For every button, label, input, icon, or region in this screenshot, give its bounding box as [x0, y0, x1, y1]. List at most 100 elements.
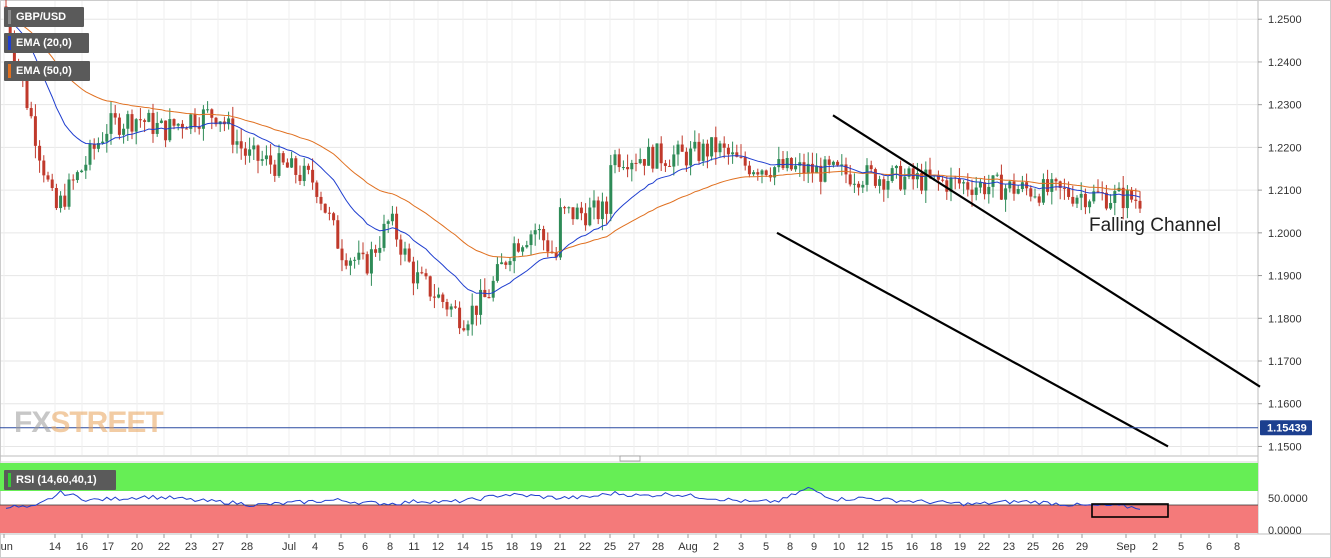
rsi-tag[interactable]: RSI (14,60,40,1): [4, 470, 116, 490]
candle-body: [924, 169, 928, 191]
candle-body: [1029, 188, 1033, 197]
candle-body: [987, 186, 991, 195]
ema-50-line: [5, 18, 1141, 259]
rsi-tick-label: 50.0000: [1268, 493, 1308, 505]
candle-body: [151, 112, 155, 134]
candle-body: [441, 294, 445, 302]
price-tick-label: 1.1500: [1268, 441, 1302, 453]
candle-body: [33, 116, 37, 146]
candle-body: [138, 119, 142, 121]
candle-body: [117, 117, 121, 135]
time-tick-label: 22: [158, 541, 170, 553]
symbol-tag[interactable]: GBP/USD: [4, 7, 84, 27]
candle-body: [340, 248, 344, 261]
rsi-label: RSI (14,60,40,1): [16, 474, 97, 486]
rsi-highlight-box: [1091, 503, 1169, 518]
candle-body: [907, 168, 911, 177]
candle-body: [311, 169, 315, 183]
time-tick-label: 25: [1027, 541, 1039, 553]
candle-body: [403, 248, 407, 255]
time-tick-label: 15: [881, 541, 893, 553]
candle-body: [525, 245, 529, 248]
candle-body: [584, 213, 588, 226]
candle-body: [945, 180, 949, 192]
candle-body: [185, 128, 189, 130]
price-tick-label: 1.1900: [1268, 271, 1302, 283]
candle-body: [756, 172, 760, 175]
time-tick-label: 2: [1152, 541, 1158, 553]
time-tick-label: 5: [1178, 541, 1184, 553]
ema20-tag[interactable]: EMA (20,0): [4, 33, 89, 53]
candle-body: [508, 261, 512, 265]
candle-body: [836, 161, 840, 166]
candle-body: [684, 151, 688, 166]
candle-body: [869, 165, 873, 170]
candle-body: [878, 179, 882, 186]
candle-body: [848, 174, 852, 185]
time-tick-label: Jun: [0, 541, 13, 553]
candle-body: [269, 155, 273, 165]
candle-body: [1041, 179, 1045, 203]
rsi-axis: 50.0000 0.0000: [1268, 493, 1308, 537]
candle-body: [626, 167, 630, 170]
candle-body: [168, 119, 172, 141]
price-tick-label: 1.2300: [1268, 100, 1302, 112]
candle-body: [588, 207, 592, 226]
time-tick-label: 19: [954, 541, 966, 553]
candle-body: [1037, 196, 1041, 203]
time-tick-label: 18: [506, 541, 518, 553]
candle-body: [630, 162, 634, 170]
candle-body: [638, 159, 642, 164]
candle-body: [306, 165, 310, 170]
candle-body: [861, 184, 865, 188]
candle-body: [1113, 191, 1117, 203]
candle-body: [546, 240, 550, 252]
candle-body: [201, 109, 205, 129]
candle-body: [575, 207, 579, 220]
candle-body: [802, 162, 806, 174]
candle-body: [500, 262, 504, 265]
candle-body: [193, 114, 197, 127]
candle-body: [445, 301, 449, 310]
candle-body: [197, 126, 201, 129]
candle-body: [949, 177, 953, 192]
price-axis: 1.2500 1.2400 1.2300 1.2200 1.2100 1.2000 1.19…: [1258, 14, 1302, 453]
candle-body: [676, 144, 680, 155]
candle-body: [621, 167, 625, 169]
candle-body: [147, 112, 151, 122]
time-tick-label: 5: [763, 541, 769, 553]
candle-body: [1067, 188, 1071, 197]
candle-body: [1088, 201, 1092, 208]
candle-body: [558, 207, 562, 258]
time-tick-label: 4: [312, 541, 318, 553]
candle-body: [760, 170, 764, 175]
candle-body: [273, 164, 277, 176]
candle-body: [449, 306, 453, 310]
candle-body: [911, 168, 915, 180]
candle-body: [113, 113, 117, 118]
candle-body: [705, 143, 709, 157]
candle-body: [777, 159, 781, 168]
time-tick-label: 17: [102, 541, 114, 553]
candle-body: [957, 178, 961, 184]
candle-body: [122, 128, 126, 135]
candle-body: [731, 152, 735, 155]
candle-body: [374, 249, 378, 253]
candle-body: [378, 247, 382, 253]
time-tick-label: 21: [554, 541, 566, 553]
channel-lower-line: [776, 231, 1169, 448]
candle-body: [109, 113, 113, 134]
ema50-tag[interactable]: EMA (50,0): [4, 61, 90, 81]
time-tick-label: 22: [579, 541, 591, 553]
candle-body: [806, 163, 810, 174]
candle-body: [395, 213, 399, 240]
time-tick-label: 12: [432, 541, 444, 553]
candle-body: [689, 148, 693, 166]
candle-body: [941, 179, 945, 181]
time-tick-label: Jul: [282, 541, 296, 553]
candle-body: [101, 141, 105, 144]
candle-body: [315, 182, 319, 197]
candle-body: [386, 221, 390, 224]
candle-body: [46, 175, 50, 180]
